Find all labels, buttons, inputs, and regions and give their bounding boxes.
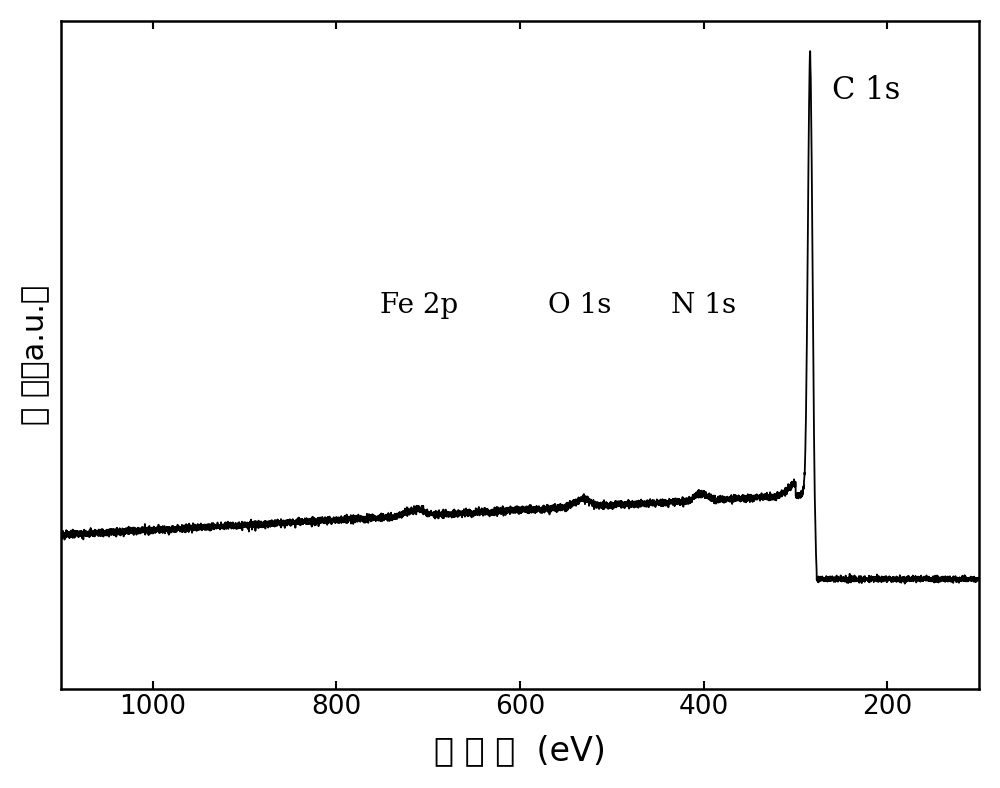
X-axis label: 结 合 能  (eV): 结 合 能 (eV) [434,734,606,768]
Text: O 1s: O 1s [548,292,611,318]
Text: Fe 2p: Fe 2p [380,292,458,318]
Text: C 1s: C 1s [832,75,901,106]
Text: N 1s: N 1s [671,292,736,318]
Y-axis label: 强 度（a.u.）: 强 度（a.u.） [21,285,50,426]
